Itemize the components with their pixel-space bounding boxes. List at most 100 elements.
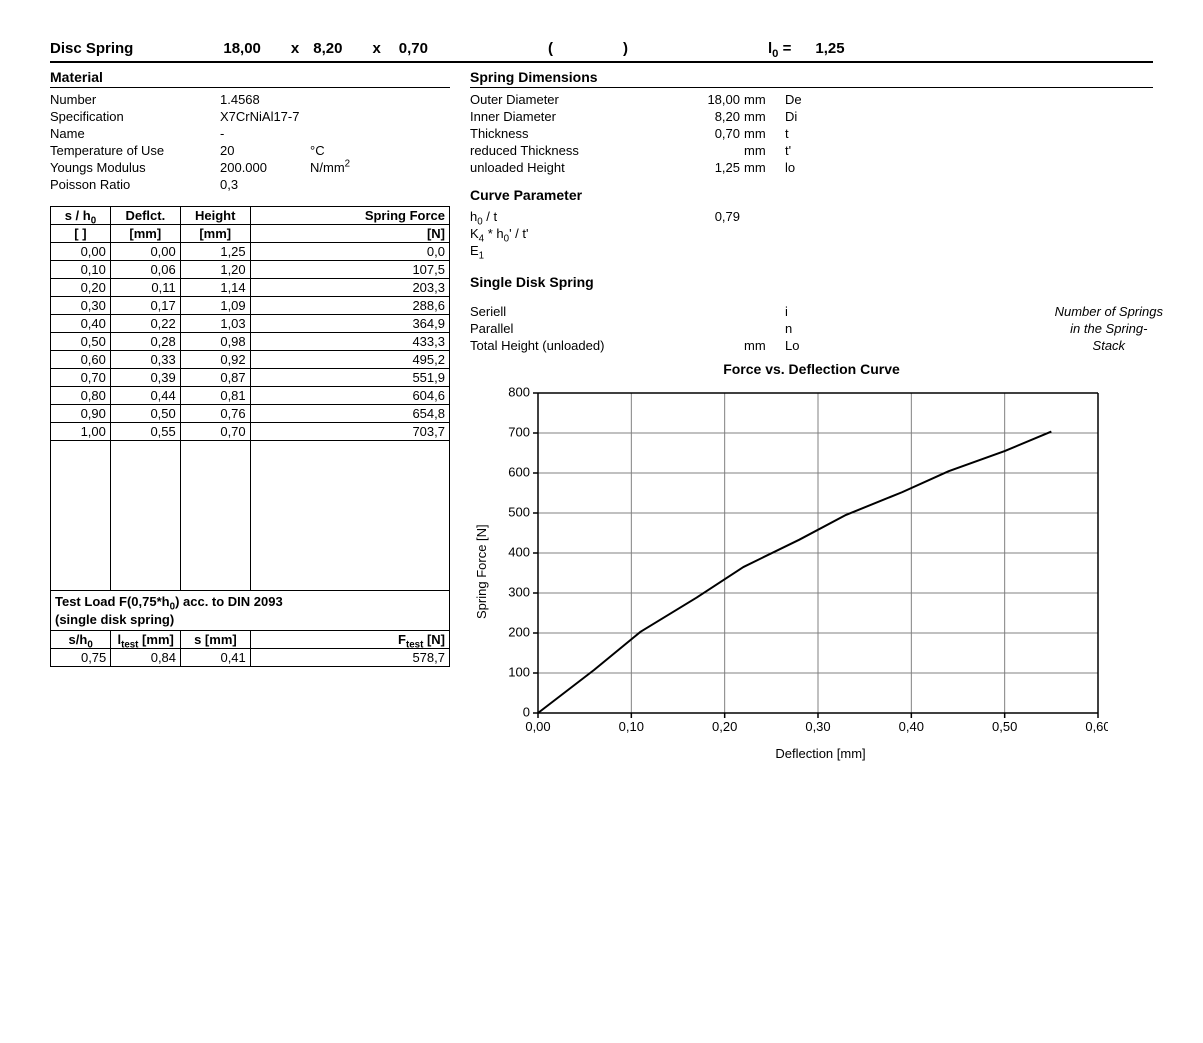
kv-value	[670, 226, 740, 241]
kv-label: Outer Diameter	[470, 92, 670, 107]
table-row: 1,000,550,70703,7	[51, 423, 450, 441]
table-cell: 0,33	[110, 351, 180, 369]
table-row: 0,300,171,09288,6	[51, 297, 450, 315]
material-row: Name-	[50, 126, 450, 141]
header-sep2: x	[372, 40, 380, 57]
table-row: 0,600,330,92495,2	[51, 351, 450, 369]
kv-unit	[310, 109, 365, 124]
kv-label: Specification	[50, 109, 220, 124]
kv-symbol: i	[785, 304, 825, 319]
table-cell: 0,06	[110, 261, 180, 279]
material-row: Poisson Ratio0,3	[50, 177, 450, 192]
table-cell: 1,20	[180, 261, 250, 279]
table-unit-header: [mm]	[110, 225, 180, 243]
kv-label: Name	[50, 126, 220, 141]
table-cell: 0,39	[110, 369, 180, 387]
kv-value: 8,20	[670, 109, 740, 124]
table-cell: 0,92	[180, 351, 250, 369]
kv-symbol: De	[785, 92, 825, 107]
table-cell: 0,44	[110, 387, 180, 405]
kv-label: Thickness	[470, 126, 670, 141]
table-cell: 288,6	[250, 297, 449, 315]
table-cell: 604,6	[250, 387, 449, 405]
dimension-row: unloaded Height1,25mmlo	[470, 160, 1153, 175]
svg-text:0,60: 0,60	[1085, 719, 1108, 734]
table-cell: 0,30	[51, 297, 111, 315]
table-header: s / h0	[51, 207, 111, 225]
table-cell: 0,40	[51, 315, 111, 333]
header-dim2: 8,20	[313, 40, 342, 57]
table-cell: 0,90	[51, 405, 111, 423]
header-l0-label: l0 =	[768, 40, 791, 57]
table-cell: 0,87	[180, 369, 250, 387]
kv-label: Parallel	[470, 321, 670, 336]
kv-unit: °C	[310, 143, 365, 158]
test-table-header: s/h0	[51, 631, 111, 649]
table-row: 0,500,280,98433,3	[51, 333, 450, 351]
curve-parameter-rows: h0 / t0,79 K4 * h0' / t' E1	[470, 209, 1153, 258]
single-disk-rows: Number of Springsin the Spring-Stack Ser…	[470, 304, 1153, 353]
kv-label: Temperature of Use	[50, 143, 220, 158]
table-row: 0,900,500,76654,8	[51, 405, 450, 423]
kv-value: 0,70	[670, 126, 740, 141]
kv-symbol: t'	[785, 143, 825, 158]
table-cell: 1,03	[180, 315, 250, 333]
kv-unit	[740, 304, 785, 319]
svg-text:0,40: 0,40	[899, 719, 924, 734]
table-cell: 0,98	[180, 333, 250, 351]
table-cell: 107,5	[250, 261, 449, 279]
table-cell: 203,3	[250, 279, 449, 297]
table-header: Height	[180, 207, 250, 225]
kv-label: Number	[50, 92, 220, 107]
table-cell: 1,09	[180, 297, 250, 315]
kv-unit	[310, 92, 365, 107]
test-table-header: s [mm]	[181, 631, 251, 649]
table-cell: 0,60	[51, 351, 111, 369]
kv-unit: mm	[740, 160, 785, 175]
table-cell: 0,70	[180, 423, 250, 441]
kv-value: -	[220, 126, 310, 141]
header-paren-open: (	[548, 40, 553, 57]
table-cell: 0,28	[110, 333, 180, 351]
table-unit-header: [mm]	[180, 225, 250, 243]
table-cell: 703,7	[250, 423, 449, 441]
table-cell: 0,70	[51, 369, 111, 387]
material-row: Temperature of Use20°C	[50, 143, 450, 158]
table-cell: 0,00	[110, 243, 180, 261]
svg-text:200: 200	[508, 624, 530, 639]
kv-value	[670, 304, 740, 319]
table-cell: 551,9	[250, 369, 449, 387]
svg-text:300: 300	[508, 584, 530, 599]
curve-parameter-heading: Curve Parameter	[470, 187, 1153, 205]
kv-unit: mm	[740, 338, 785, 353]
table-row: 0,000,001,250,0	[51, 243, 450, 261]
material-row: Youngs Modulus200.000N/mm2	[50, 160, 450, 175]
table-row: 0,800,440,81604,6	[51, 387, 450, 405]
table-cell: 0,17	[110, 297, 180, 315]
kv-symbol: Lo	[785, 338, 825, 353]
header-sep1: x	[291, 40, 299, 57]
curve-param-row: E1	[470, 243, 1153, 258]
kv-label: K4 * h0' / t'	[470, 226, 670, 241]
table-header: Spring Force	[250, 207, 449, 225]
chart-svg: 0,000,100,200,300,400,500,60010020030040…	[493, 383, 1108, 741]
test-load-subtitle: (single disk spring)	[51, 612, 449, 630]
svg-text:100: 100	[508, 664, 530, 679]
table-cell: 364,9	[250, 315, 449, 333]
table-cell: 0,22	[110, 315, 180, 333]
svg-text:400: 400	[508, 544, 530, 559]
table-cell: 0,11	[110, 279, 180, 297]
kv-value	[670, 243, 740, 258]
test-table-cell: 0,84	[111, 649, 181, 667]
kv-value: 1.4568	[220, 92, 310, 107]
svg-text:600: 600	[508, 464, 530, 479]
header-l0-value: 1,25	[815, 40, 844, 57]
kv-label: h0 / t	[470, 209, 670, 224]
chart-x-label: Deflection [mm]	[533, 746, 1108, 761]
svg-text:0,30: 0,30	[805, 719, 830, 734]
kv-unit: mm	[740, 92, 785, 107]
test-load-title: Test Load F(0,75*h0) acc. to DIN 2093	[51, 591, 449, 612]
curve-param-row: h0 / t0,79	[470, 209, 1153, 224]
kv-symbol: Di	[785, 109, 825, 124]
kv-value: 0,3	[220, 177, 310, 192]
